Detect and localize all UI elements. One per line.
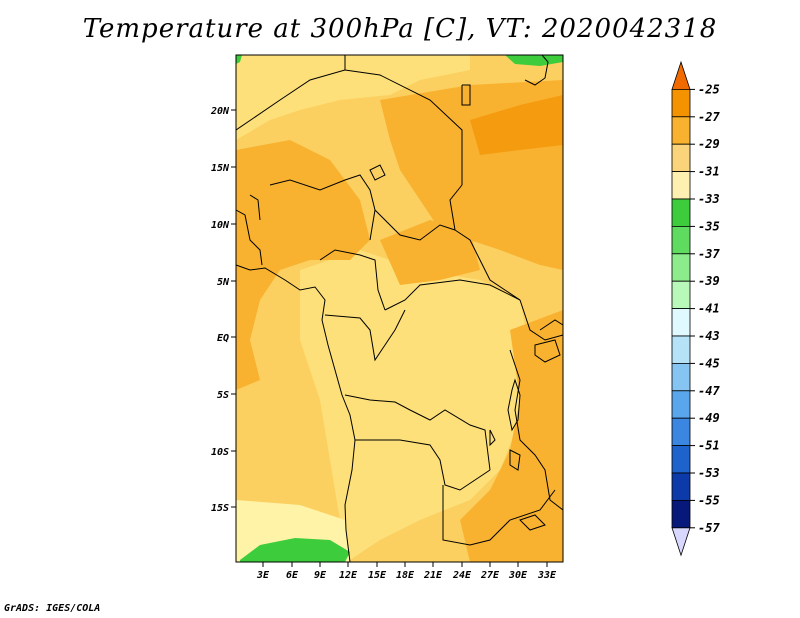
colorbar-top-arrow bbox=[671, 60, 691, 90]
colorbar-label: -33 bbox=[698, 192, 720, 206]
colorbar-swatch bbox=[671, 253, 691, 282]
colorbar-swatch bbox=[671, 499, 691, 529]
lon-label: 18E bbox=[396, 570, 415, 581]
temp-region-green-northwest bbox=[236, 55, 242, 64]
temp-region-dark-east bbox=[460, 310, 563, 562]
colorbar-swatch bbox=[671, 445, 691, 474]
colorbar-label: -35 bbox=[698, 219, 720, 233]
colorbar-label: -55 bbox=[698, 493, 720, 507]
colorbar-label: -25 bbox=[698, 82, 720, 96]
temp-region-light-center bbox=[300, 250, 530, 560]
colorbar-swatch bbox=[671, 472, 691, 501]
colorbar-label: -29 bbox=[698, 137, 720, 151]
lat-label: 5N bbox=[217, 277, 230, 288]
colorbar-label: -37 bbox=[698, 247, 720, 261]
colorbar-label: -27 bbox=[698, 110, 720, 124]
colorbar-swatch bbox=[671, 308, 691, 337]
lon-label: 15E bbox=[368, 570, 387, 581]
latitude-axis: 20N 15N 10N 5N EQ 5S 10S 15S bbox=[210, 106, 236, 514]
temp-region-light-north bbox=[236, 55, 470, 140]
lat-label: 10N bbox=[211, 220, 230, 231]
lat-label: 5S bbox=[217, 390, 229, 401]
lat-label: 15S bbox=[211, 503, 229, 514]
colorbar-label: -53 bbox=[698, 466, 720, 480]
colorbar-label: -41 bbox=[698, 302, 720, 316]
colorbar-swatch bbox=[671, 143, 691, 172]
map-area bbox=[235, 54, 564, 563]
temp-region-green-south bbox=[240, 538, 350, 562]
longitude-axis: 3E 6E 9E 12E 15E 18E 21E 24E 27E 30E 33E bbox=[256, 562, 557, 581]
temp-region-green-northeast bbox=[505, 55, 563, 66]
temp-region-dark-west bbox=[236, 140, 370, 390]
map-frame bbox=[235, 54, 564, 563]
colorbar-label: -51 bbox=[698, 439, 720, 453]
lakes bbox=[489, 339, 561, 531]
colorbar: -25 -27 -29 -31 -33 -35 -37 -39 -41 -43 -45 -47 -49 -… bbox=[671, 60, 720, 557]
lon-label: 6E bbox=[286, 570, 299, 581]
temp-region-darker-northeast bbox=[470, 95, 563, 155]
colorbar-label: -39 bbox=[698, 274, 720, 288]
lon-label: 30E bbox=[508, 570, 528, 581]
colorbar-label: -47 bbox=[698, 384, 720, 398]
map-title: Temperature at 300hPa [C], VT: 202004231… bbox=[82, 14, 718, 44]
colorbar-swatch bbox=[671, 198, 691, 227]
country-borders bbox=[235, 54, 564, 563]
colorbar-label: -49 bbox=[698, 411, 720, 425]
colorbar-label: -43 bbox=[698, 329, 720, 343]
grads-credit: GrADS: IGES/COLA bbox=[4, 603, 101, 614]
colorbar-bottom-arrow bbox=[671, 527, 691, 557]
colorbar-swatch bbox=[671, 280, 691, 310]
lat-label: EQ bbox=[217, 333, 229, 344]
colorbar-swatch bbox=[671, 335, 691, 364]
colorbar-swatch bbox=[671, 89, 691, 118]
lat-label: 20N bbox=[210, 106, 230, 117]
lon-label: 33E bbox=[537, 570, 557, 581]
lon-label: 9E bbox=[314, 570, 327, 581]
lon-label: 12E bbox=[339, 570, 358, 581]
colorbar-label: -31 bbox=[698, 165, 720, 179]
colorbar-swatch bbox=[671, 390, 691, 419]
colorbar-label: -45 bbox=[698, 356, 720, 370]
colorbar-swatch bbox=[671, 362, 691, 392]
colorbar-swatch bbox=[671, 225, 691, 255]
colorbar-swatch bbox=[671, 116, 691, 145]
lon-label: 27E bbox=[480, 570, 500, 581]
lat-label: 15N bbox=[211, 163, 230, 174]
colorbar-label: -57 bbox=[698, 521, 720, 535]
lon-label: 21E bbox=[423, 570, 443, 581]
lon-label: 24E bbox=[452, 570, 472, 581]
lon-label: 3E bbox=[256, 570, 270, 581]
lat-label: 10S bbox=[211, 447, 229, 458]
colorbar-swatch bbox=[671, 171, 691, 200]
colorbar-swatch bbox=[671, 417, 691, 447]
